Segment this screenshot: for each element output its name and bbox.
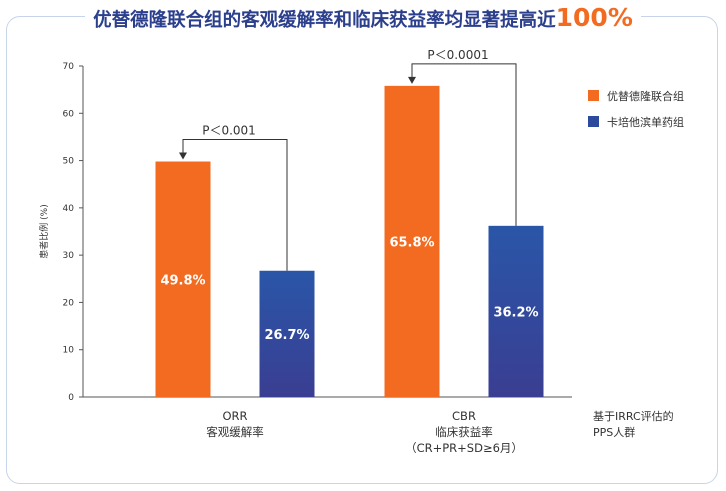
- legend-label: 优替德隆联合组: [607, 89, 684, 103]
- category-label-cn: 客观缓解率: [206, 425, 264, 439]
- bar-capecitabine-0: [259, 270, 315, 397]
- y-tick-label: 50: [63, 157, 75, 167]
- y-tick-label: 40: [63, 204, 75, 214]
- chart-title: 优替德隆联合组的客观缓解率和临床获益率均显著提高近100%: [85, 2, 641, 32]
- category-label-extra: （CR+PR+SD≥6月）: [405, 441, 523, 455]
- p-value-label: P＜0.0001: [427, 48, 488, 62]
- bar-utidelone-1: [384, 85, 440, 398]
- bar-value-label: 26.7%: [264, 328, 309, 343]
- bracket-arrow: [179, 152, 187, 160]
- bracket-arrow: [408, 76, 416, 84]
- bar-capecitabine-1: [488, 225, 544, 397]
- bars: 49.8% 65.8% 26.7% 36.2%: [155, 85, 544, 398]
- legend-swatch: [588, 116, 599, 127]
- chart-panel: [6, 16, 718, 484]
- chart-title-highlight: 100%: [555, 2, 633, 32]
- legend-label: 卡培他滨单药组: [607, 115, 684, 129]
- y-tick-label: 0: [68, 393, 74, 403]
- y-tick-label: 60: [63, 109, 75, 119]
- y-tick-label: 10: [63, 346, 75, 356]
- footnote: 基于IRRC评估的 PPS人群: [593, 409, 674, 439]
- y-tick-label: 20: [63, 298, 75, 308]
- footnote-line: 基于IRRC评估的: [593, 409, 674, 423]
- y-axis-label: 患者比例 (%): [38, 204, 50, 258]
- p-value-label: P＜0.001: [202, 124, 256, 138]
- bar-value-label: 65.8%: [389, 235, 434, 250]
- category-label-en: ORR: [222, 409, 247, 423]
- bar-value-label: 49.8%: [160, 273, 205, 288]
- significance-bracket: [411, 63, 517, 226]
- footnote-line: PPS人群: [593, 425, 635, 439]
- title-bar: 优替德隆联合组的客观缓解率和临床获益率均显著提高近100%: [0, 0, 726, 34]
- y-tick-label: 70: [63, 62, 75, 72]
- chart-title-main: 优替德隆联合组的客观缓解率和临床获益率均显著提高近: [93, 9, 556, 31]
- bar-value-label: 36.2%: [493, 305, 538, 320]
- bar-utidelone-0: [155, 161, 211, 397]
- significance-annotations: P＜0.001 P＜0.0001: [179, 48, 517, 271]
- category-labels: ORR 客观缓解率 CBR 临床获益率 （CR+PR+SD≥6月）: [206, 409, 523, 455]
- legend-swatch: [588, 90, 599, 101]
- category-label-en: CBR: [452, 409, 476, 423]
- y-tick-label: 30: [63, 251, 75, 261]
- significance-bracket: [182, 139, 288, 271]
- category-label-cn: 临床获益率: [435, 425, 493, 439]
